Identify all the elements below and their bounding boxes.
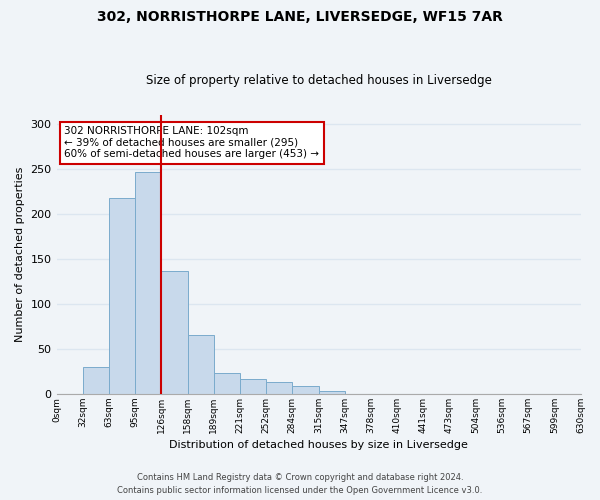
- Text: 302, NORRISTHORPE LANE, LIVERSEDGE, WF15 7AR: 302, NORRISTHORPE LANE, LIVERSEDGE, WF15…: [97, 10, 503, 24]
- Bar: [240, 380, 266, 394]
- Bar: [266, 382, 292, 394]
- Bar: [292, 386, 319, 394]
- Bar: [83, 367, 109, 394]
- Bar: [188, 336, 214, 394]
- Bar: [214, 373, 240, 394]
- Bar: [135, 172, 161, 394]
- Title: Size of property relative to detached houses in Liversedge: Size of property relative to detached ho…: [146, 74, 491, 87]
- Bar: [319, 391, 345, 394]
- Y-axis label: Number of detached properties: Number of detached properties: [15, 166, 25, 342]
- Text: Contains HM Land Registry data © Crown copyright and database right 2024.
Contai: Contains HM Land Registry data © Crown c…: [118, 473, 482, 495]
- Bar: [109, 198, 135, 394]
- X-axis label: Distribution of detached houses by size in Liversedge: Distribution of detached houses by size …: [169, 440, 468, 450]
- Bar: [161, 272, 188, 394]
- Text: 302 NORRISTHORPE LANE: 102sqm
← 39% of detached houses are smaller (295)
60% of : 302 NORRISTHORPE LANE: 102sqm ← 39% of d…: [64, 126, 319, 160]
